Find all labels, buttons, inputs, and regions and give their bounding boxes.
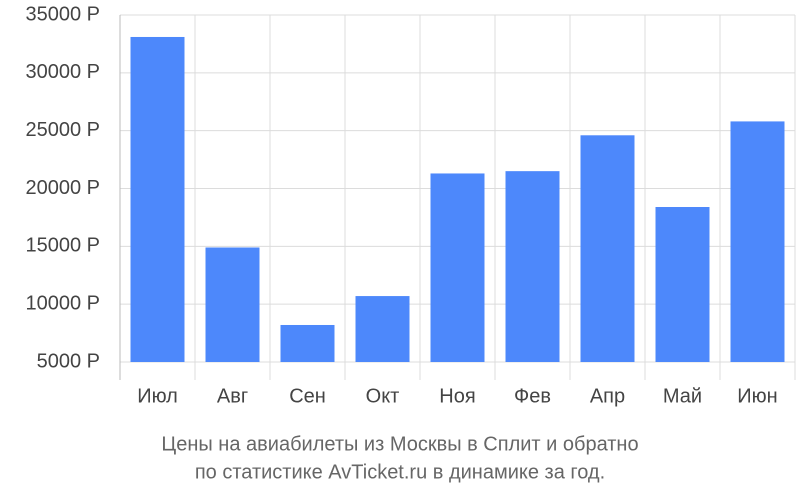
x-tick-label: Фев — [514, 385, 551, 407]
y-tick-label: 20000 Р — [25, 177, 100, 199]
x-tick-label: Апр — [590, 385, 625, 407]
y-tick-label: 15000 Р — [25, 235, 100, 257]
x-tick-label: Июл — [137, 385, 178, 407]
x-tick-label: Май — [663, 385, 702, 407]
bar — [730, 121, 785, 362]
x-tick-label: Ноя — [439, 385, 475, 407]
x-tick-label: Сен — [289, 385, 326, 407]
caption-line: Цены на авиабилеты из Москвы в Сплит и о… — [161, 433, 638, 455]
y-tick-label: 30000 Р — [25, 61, 100, 83]
bar — [205, 247, 260, 362]
x-tick-label: Июн — [737, 385, 777, 407]
x-tick-label: Окт — [366, 385, 400, 407]
x-tick-label: Авг — [217, 385, 248, 407]
y-tick-label: 25000 Р — [25, 119, 100, 141]
bar — [355, 296, 410, 362]
caption-line: по статистике AvTicket.ru в динамике за … — [195, 461, 605, 483]
bar — [655, 207, 710, 362]
bar — [130, 36, 185, 363]
bar — [280, 324, 335, 362]
bar — [505, 171, 560, 362]
bar — [580, 135, 635, 362]
bar — [430, 173, 485, 362]
y-tick-label: 10000 Р — [25, 292, 100, 314]
y-tick-label: 35000 Р — [25, 3, 100, 25]
y-tick-label: 5000 Р — [37, 350, 100, 372]
